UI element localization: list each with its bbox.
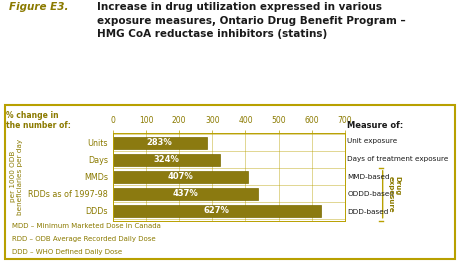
Text: 324%: 324% [153, 155, 179, 164]
Text: Measure of:: Measure of: [347, 121, 403, 130]
Text: 283%: 283% [146, 138, 172, 147]
Text: Drug
exposure: Drug exposure [386, 176, 399, 213]
Text: RDD – ODB Average Recorded Daily Dose: RDD – ODB Average Recorded Daily Dose [11, 236, 155, 242]
Text: Unit exposure: Unit exposure [347, 138, 397, 144]
Text: % change in
the number of:: % change in the number of: [6, 111, 70, 130]
Bar [112, 171, 247, 183]
Bar [112, 205, 320, 217]
Text: Days of treatment exposure: Days of treatment exposure [347, 156, 448, 162]
Text: 627%: 627% [203, 206, 229, 215]
Text: 407%: 407% [167, 172, 193, 181]
Text: Figure E3.: Figure E3. [9, 2, 68, 12]
Text: 437%: 437% [172, 189, 198, 198]
Bar [112, 154, 220, 166]
Text: ODDD-based: ODDD-based [347, 191, 393, 197]
Bar [112, 188, 257, 200]
Text: DDD – WHO Defined Daily Dose: DDD – WHO Defined Daily Dose [11, 248, 121, 254]
Text: MMD-based: MMD-based [347, 174, 389, 180]
Bar [112, 137, 206, 149]
Text: per 1000 ODB
beneficiaries per day: per 1000 ODB beneficiaries per day [10, 139, 22, 215]
Text: Increase in drug utilization expressed in various
exposure measures, Ontario Dru: Increase in drug utilization expressed i… [96, 2, 404, 39]
Text: DDD-based: DDD-based [347, 209, 388, 215]
Text: MDD – Minimum Marketed Dose in Canada: MDD – Minimum Marketed Dose in Canada [11, 223, 160, 229]
